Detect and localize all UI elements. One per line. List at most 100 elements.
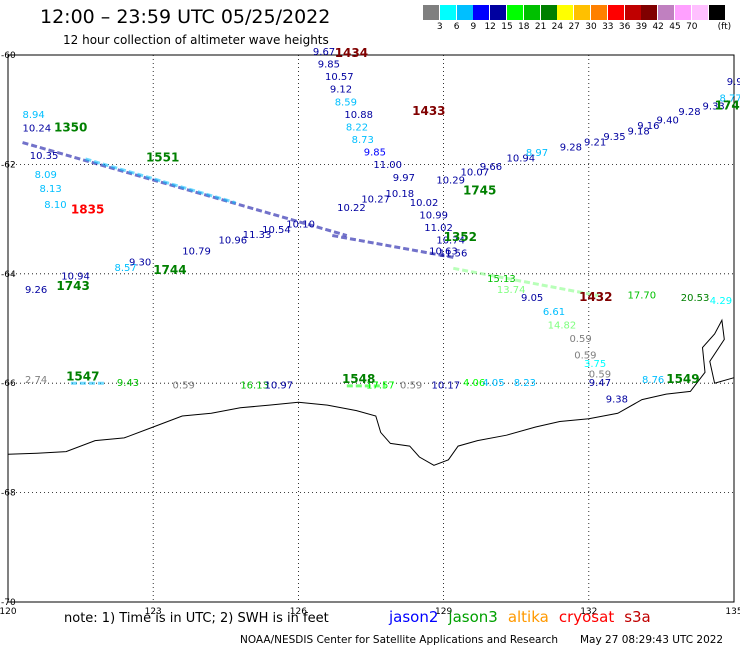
wave-height-value: 10.94 — [507, 154, 536, 165]
wave-height-value: 9.47 — [589, 378, 611, 389]
wave-height-value: 10.17 — [432, 381, 461, 392]
wave-height-value: 9.33 — [703, 102, 725, 113]
wave-height-value: 10.18 — [386, 189, 415, 200]
wave-height-value: 3.75 — [584, 359, 606, 370]
wave-height-value: 8.23 — [514, 378, 536, 389]
wave-height-value: 8.73 — [352, 135, 374, 146]
dense-track-mark — [85, 157, 236, 205]
colorbar-swatch — [523, 5, 540, 20]
wave-height-value: 9.43 — [117, 378, 139, 389]
colorbar-label: 18 — [518, 22, 530, 32]
pass-time-label: 1746 — [715, 99, 740, 113]
wave-height-value: 9.9 — [727, 77, 740, 88]
lon-tick-label: 120 — [0, 607, 17, 617]
colorbar-label: 24 — [551, 22, 564, 32]
wave-height-value: 9.85 — [364, 148, 386, 159]
satellite-name: cryosat — [558, 608, 615, 626]
pass-time-labels: 1434 1433 1835 1432 1350 1551 1745 1352 1744 1743… — [54, 46, 740, 386]
map-title: 12:00 – 23:59 UTC 05/25/2022 — [40, 6, 331, 28]
wave-height-value: 9.16 — [637, 121, 659, 132]
wave-height-value: 10.24 — [23, 124, 52, 135]
wave-height-value: 4.06 — [463, 378, 485, 389]
wave-height-value: 10.79 — [182, 247, 211, 258]
wave-height-value: 10.94 — [61, 271, 90, 282]
wave-height-value: 9.21 — [584, 137, 606, 148]
coastline — [7, 318, 735, 466]
lon-tick-label: 135 — [725, 607, 740, 617]
lon-tick-label: 129 — [435, 607, 452, 617]
wave-height-value: 10.96 — [219, 236, 248, 247]
wave-height-value: 11.00 — [373, 160, 402, 171]
pass-time-label: 1551 — [146, 151, 179, 165]
wave-height-value: 9.40 — [657, 115, 679, 126]
wave-height-value: 0.59 — [400, 381, 422, 392]
wave-height-value: 8.10 — [44, 200, 66, 211]
colorbar-swatch — [473, 5, 490, 20]
colorbar-swatch — [557, 5, 574, 20]
wave-height-value: 9.66 — [480, 162, 502, 173]
wave-height-value: 8.97 — [526, 148, 548, 159]
colorbar-swatch — [490, 5, 507, 20]
pass-time-label: 1432 — [579, 290, 612, 304]
lat-tick-label: -64 — [1, 270, 16, 280]
colorbar-label: 9 — [470, 22, 477, 32]
satellite-name: s3a — [624, 608, 651, 626]
wave-height-value: 10.57 — [325, 72, 354, 83]
wave-height-value: 10.99 — [419, 211, 448, 222]
wave-height-value: 9.28 — [678, 107, 700, 118]
satellite-legend: jason2 jason3 altika cryosat s3a — [389, 608, 661, 626]
colorbar-swatch — [423, 5, 439, 20]
colorbar-label: 36 — [618, 22, 631, 32]
wave-height-value: 11.33 — [243, 230, 272, 241]
dense-track-mark — [453, 266, 599, 298]
lon-tick-label: 123 — [145, 607, 162, 617]
wave-height-value: 9.97 — [393, 173, 415, 184]
wave-height-value: 9.18 — [628, 126, 650, 137]
footer-timestamp: May 27 08:29:43 UTC 2022 — [580, 634, 724, 646]
wave-height-value: 4.29 — [710, 296, 732, 307]
colorbar-label: 30 — [585, 22, 597, 32]
wave-height-value: 9.35 — [603, 132, 625, 143]
lat-tick-label: -62 — [1, 160, 16, 170]
pass-time-label: 1434 — [335, 46, 368, 60]
pass-time-label: 1549 — [666, 372, 699, 386]
lat-tick-label: -70 — [1, 598, 16, 608]
wave-height-value: 9.28 — [560, 143, 582, 154]
units-note: note: 1) Time is in UTC; 2) SWH is in fe… — [64, 611, 329, 626]
colorbar-swatch — [591, 5, 607, 20]
wave-height-value: 8.59 — [335, 97, 357, 108]
wave-height-value: 9.05 — [521, 293, 543, 304]
map-subtitle: 12 hour collection of altimeter wave hei… — [63, 33, 329, 47]
lon-tick-label: 132 — [580, 607, 597, 617]
wave-height-value: 0.59 — [173, 381, 195, 392]
colorbar-label: 3 — [436, 22, 443, 32]
pass-time-label: 1548 — [342, 372, 375, 386]
colorbar-swatch — [607, 5, 624, 20]
colorbar-label: 21 — [534, 22, 547, 32]
wave-height-value: 8.09 — [35, 170, 57, 181]
wave-height-value: 0.59 — [574, 351, 596, 362]
wave-height-value: 11.56 — [439, 248, 468, 259]
colorbar-label: 42 — [652, 22, 664, 32]
pass-time-label: 1744 — [153, 263, 186, 277]
wave-height-value: 8.76 — [642, 375, 664, 386]
pass-time-label: 1547 — [66, 369, 99, 383]
colorbar-swatch — [624, 5, 641, 20]
wave-height-value: 10.27 — [361, 195, 390, 206]
colorbar-label: 6 — [453, 22, 460, 32]
wave-height-value: 0.59 — [589, 370, 611, 381]
wave-height-value: 20.53 — [681, 293, 710, 304]
wave-height-value: 9.85 — [318, 60, 340, 71]
colorbar-label: 33 — [602, 22, 614, 32]
colorbar-label: 27 — [568, 22, 580, 32]
lat-tick-label: -66 — [1, 379, 16, 389]
wave-height-value: 14.82 — [548, 321, 577, 332]
colorbar-swatch — [641, 5, 658, 20]
lat-tick-label: -68 — [1, 489, 16, 499]
pass-time-label: 1352 — [444, 230, 477, 244]
colorbar-swatch — [456, 5, 473, 20]
wave-height-value: 8.77 — [719, 93, 740, 104]
wave-height-value: 0.59 — [569, 334, 591, 345]
pass-time-label: 1743 — [56, 279, 89, 293]
